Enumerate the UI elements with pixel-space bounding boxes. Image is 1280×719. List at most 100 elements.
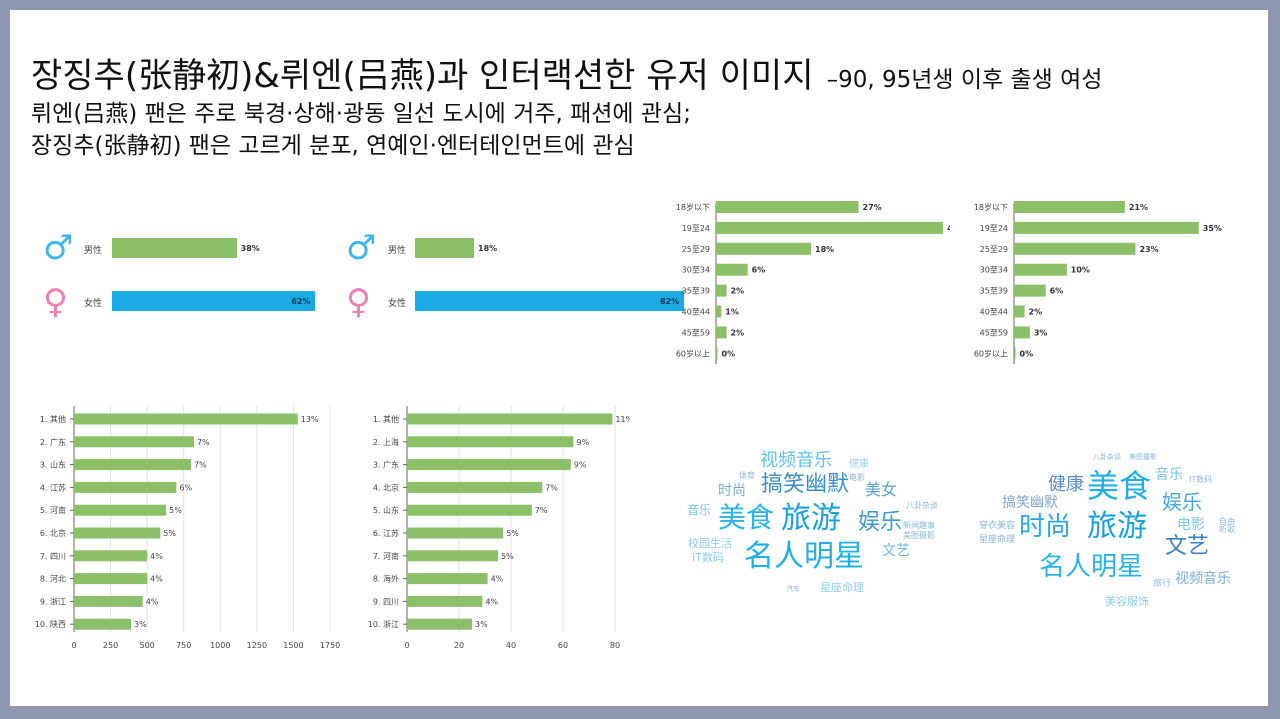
age-bar [716,221,944,234]
data-label: 7% [545,483,558,492]
region-bar [407,413,613,425]
cloud-word: 电影 [849,473,865,482]
region-bar [407,481,543,493]
region-bar [407,459,571,471]
age-bar [1014,326,1030,339]
cloud-word: 搞笑幽默 [761,472,850,497]
data-label: 4% [150,575,163,584]
category-label: 6. 江苏 [373,528,399,538]
region-bar [74,504,167,516]
age-bar [716,242,812,255]
cloud-word: IT数码 [692,551,724,564]
data-label: 7% [194,461,207,470]
cloud-word: 汽车 [786,585,800,593]
region-chart-1: 0 250 500 750 1000 1250 1500 1750 1. 其他 13% 2. 广东 7… [35,406,340,650]
age-bar [716,201,859,213]
data-label: 3% [475,620,488,629]
category-label: 60岁以上 [974,348,1008,358]
data-label: 18% [815,245,834,254]
category-label: 1. 其他 [40,414,66,424]
data-label: 6% [1050,287,1064,296]
male-value: 38% [240,244,260,253]
category-label: 2. 上海 [373,437,399,447]
age-bar [1014,347,1016,360]
data-label: 4% [150,552,163,561]
tick-label: 250 [103,641,118,650]
category-label: 9. 浙江 [40,596,66,606]
data-label: 5% [506,529,519,538]
tick-label: 60 [558,641,568,650]
age-bar [716,284,727,297]
category-label: 10. 陕西 [35,619,66,629]
category-label: 40至44 [682,308,710,317]
category-label: 4. 北京 [373,482,399,492]
category-label: 45至59 [682,328,710,337]
cloud-word: 旅游 [1087,509,1147,544]
cloud-word: 搞笑幽默 [1002,495,1058,511]
age-chart-1: 18岁以下 27% 19至24 43% 25至29 18% 30至34 6% 35至39 2% 40… [676,201,950,364]
age-bar [1014,305,1025,318]
region-bar [407,595,483,607]
category-label: 45至59 [980,328,1008,337]
tick-label: 500 [140,641,155,650]
region-bar [74,413,298,425]
region-bar [74,527,161,539]
data-label: 6% [179,483,192,492]
cloud-word: 文艺 [882,543,910,559]
region-bar [74,550,148,562]
cloud-word: 穿衣美容 [979,521,1016,531]
data-label: 2% [731,287,745,296]
data-label: 2% [1029,308,1043,317]
subtitle-line-2: 장징추(张静初) 팬은 고르게 분포, 연예인·엔터테인먼트에 관심 [31,133,635,159]
female-bar [112,291,316,311]
data-label: 7% [535,506,548,515]
region-bar [407,573,488,585]
tick-label: 1750 [320,641,340,650]
data-label: 5% [163,529,176,538]
category-label: 60岁以上 [676,348,710,358]
data-label: 1% [725,308,739,317]
region-bar [74,481,177,493]
category-label: 6. 北京 [40,528,66,538]
category-label: 5. 河南 [40,505,66,515]
interest-word-cloud-1: 视频音乐 健康 体育 电影 搞笑幽默 时尚 美女 音乐 美食 旅游 娱乐 八卦杂谈 新闻趣事 美图摄影 校园… [666,438,966,608]
cloud-word: 娱乐 [858,510,903,535]
data-label: 5% [169,506,182,515]
data-label: 4% [146,597,159,606]
cloud-word: IT数码 [1189,475,1213,484]
female-icon: ♀ [43,282,68,322]
category-label: 35至39 [980,287,1008,296]
cloud-word: 八卦杂谈 [1093,453,1121,461]
data-label: 6% [752,266,766,275]
data-label: 11% [615,415,630,424]
data-label: 27% [863,203,882,212]
cloud-word: 健康 [849,459,869,470]
cloud-word: 美食 [718,501,775,534]
data-label: 3% [1034,328,1048,337]
category-label: 19至24 [682,224,710,233]
tick-label: 80 [610,641,620,650]
cloud-word: 星座命理 [979,535,1016,545]
cloud-word: 名人明星 [744,539,864,574]
cloud-word: 体育 [739,471,755,480]
category-label: 1. 其他 [373,414,399,424]
region-bar [74,618,132,630]
tick-label: 40 [506,641,516,650]
cloud-word: 旅游 [781,501,841,536]
category-label: 25至29 [682,245,710,254]
cloud-word: 视频音乐 [1175,571,1231,587]
data-label: 3% [134,620,147,629]
slide-title: 장징추(张静初)&뤼엔(吕燕)과 인터랙션한 유저 이미지 –90, 95년생 … [31,48,1102,97]
female-value: 82% [659,297,680,306]
title-main: 장징추(张静初)&뤼엔(吕燕)과 인터랙션한 유저 이미지 [31,56,814,96]
region-bar [74,573,148,585]
category-label: 8. 河北 [40,574,66,584]
data-label: 43% [947,224,950,233]
female-label: 女性 [84,299,103,309]
tick-label: 1500 [283,641,303,650]
age-bar [716,305,722,318]
category-label: 25至29 [980,245,1008,254]
cloud-word: 时尚 [718,483,746,499]
title-suffix: –90, 95년생 이후 출생 여성 [826,67,1103,93]
tick-label: 1000 [210,641,230,650]
